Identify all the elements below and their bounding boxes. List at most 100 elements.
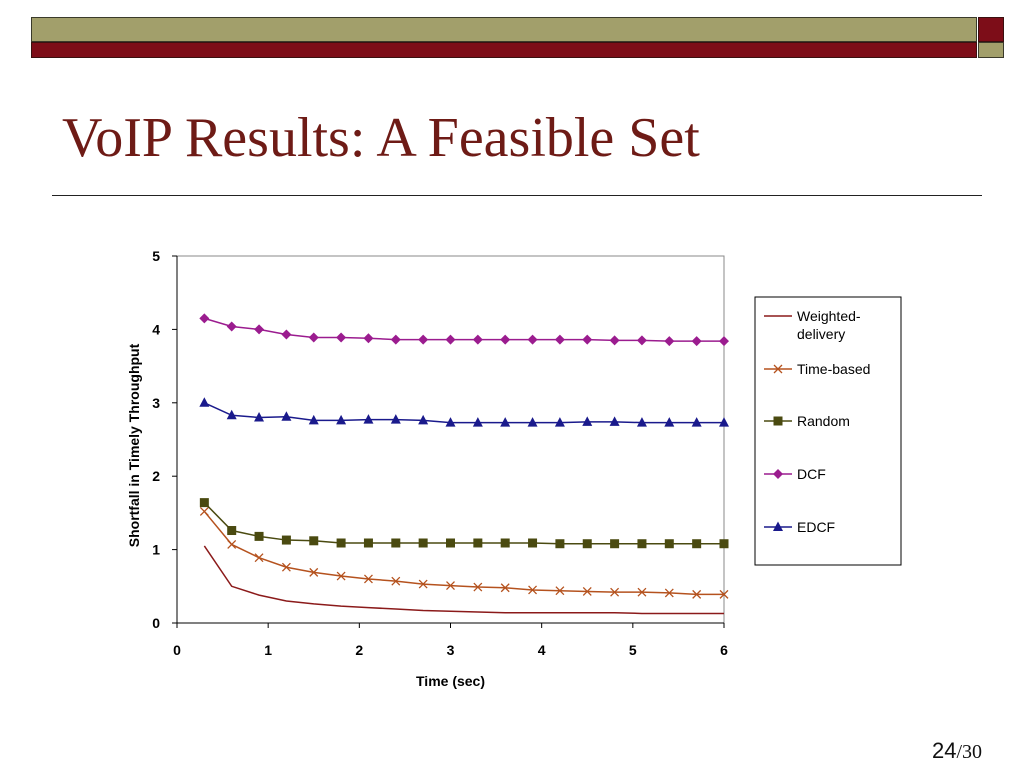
series-line (203, 502, 724, 545)
data-point (472, 417, 483, 427)
slide-title: VoIP Results: A Feasible Set (62, 107, 700, 169)
data-point (199, 397, 210, 407)
data-point (336, 538, 346, 548)
data-point (281, 329, 292, 340)
data-point (692, 539, 702, 549)
data-point (637, 539, 647, 549)
legend-swatch-marker (773, 364, 783, 374)
data-point (582, 416, 593, 426)
data-point (390, 414, 401, 424)
series-dcf (199, 313, 729, 347)
data-point (445, 334, 456, 345)
x-tick-label: 2 (355, 642, 363, 658)
data-point (254, 411, 265, 422)
legend-label: EDCF (797, 519, 835, 535)
data-point (418, 579, 428, 589)
data-point (610, 539, 620, 549)
series-line (204, 402, 724, 424)
y-tick-label: 3 (152, 395, 160, 411)
data-point (227, 540, 237, 549)
data-point (692, 589, 702, 599)
legend-label: Weighted- (797, 308, 861, 324)
data-point (336, 332, 347, 343)
header-band-maroon (31, 42, 977, 58)
data-point (664, 417, 675, 427)
data-point (555, 586, 565, 596)
data-point (281, 562, 291, 572)
data-point (445, 417, 456, 427)
data-point (309, 567, 319, 577)
x-tick-label: 1 (264, 642, 272, 658)
plot-area-frame (176, 255, 725, 624)
data-point (254, 324, 265, 335)
x-tick-label: 0 (173, 642, 181, 658)
y-tick-label: 4 (152, 321, 160, 337)
data-point (281, 411, 292, 421)
data-point (636, 335, 647, 346)
header-corner-square-olive (978, 42, 1004, 58)
data-point (500, 334, 511, 345)
data-point (446, 538, 455, 548)
legend-label: Random (797, 413, 850, 429)
data-point (336, 414, 347, 425)
data-point (500, 538, 510, 548)
x-axis-label: Time (sec) (416, 673, 485, 689)
data-point (582, 586, 592, 596)
data-point (199, 498, 209, 508)
data-point (199, 313, 210, 324)
data-point (691, 336, 702, 347)
data-point (582, 539, 592, 549)
data-point (500, 417, 511, 427)
y-tick-label: 1 (152, 542, 160, 558)
data-point (554, 334, 565, 345)
data-point (664, 588, 674, 598)
data-point (281, 535, 291, 545)
data-point (472, 334, 483, 345)
data-point (610, 587, 620, 597)
slide-number-total: /30 (956, 741, 983, 763)
data-point (500, 583, 510, 593)
data-point (308, 414, 319, 425)
data-point (473, 538, 483, 548)
data-point (446, 581, 455, 591)
data-point (226, 409, 237, 420)
x-tick-label: 5 (629, 642, 637, 658)
data-point (363, 538, 373, 548)
y-axis-label: Shortfall in Timely Throughput (126, 343, 142, 547)
legend-swatch-marker (773, 416, 783, 426)
header-corner-square-maroon (978, 17, 1004, 42)
y-tick-label: 5 (152, 248, 160, 264)
series-random (199, 498, 729, 549)
legend-item: Random (764, 413, 850, 429)
legend-swatch-marker (773, 521, 783, 531)
legend-item: DCF (764, 466, 826, 482)
slide-number-current: 24 (932, 738, 957, 763)
data-point (527, 417, 538, 427)
legend: Weighted-delivery Time-based Random DCF EDCF (754, 296, 902, 566)
data-point (473, 582, 483, 592)
data-point (636, 417, 647, 427)
legend-box (754, 296, 902, 566)
title-divider (52, 195, 982, 196)
data-point (664, 539, 674, 549)
legend-label: Time-based (797, 361, 870, 377)
series-weighted-delivery (203, 545, 724, 615)
legend-item: Time-based (764, 361, 870, 377)
data-point (254, 553, 264, 563)
series-line (204, 317, 724, 342)
data-point (418, 538, 428, 548)
data-point (391, 538, 401, 548)
data-point (719, 589, 729, 599)
legend-item: Weighted-delivery (764, 308, 861, 342)
data-point (390, 334, 401, 345)
legend-label: DCF (797, 466, 826, 482)
data-point (226, 321, 237, 332)
slide-number: 24/30 (932, 738, 982, 764)
data-point (528, 585, 538, 595)
data-point (336, 571, 346, 581)
legend-label: delivery (797, 326, 845, 342)
x-tick-label: 3 (447, 642, 455, 658)
data-point (528, 538, 538, 548)
data-point (391, 576, 401, 586)
